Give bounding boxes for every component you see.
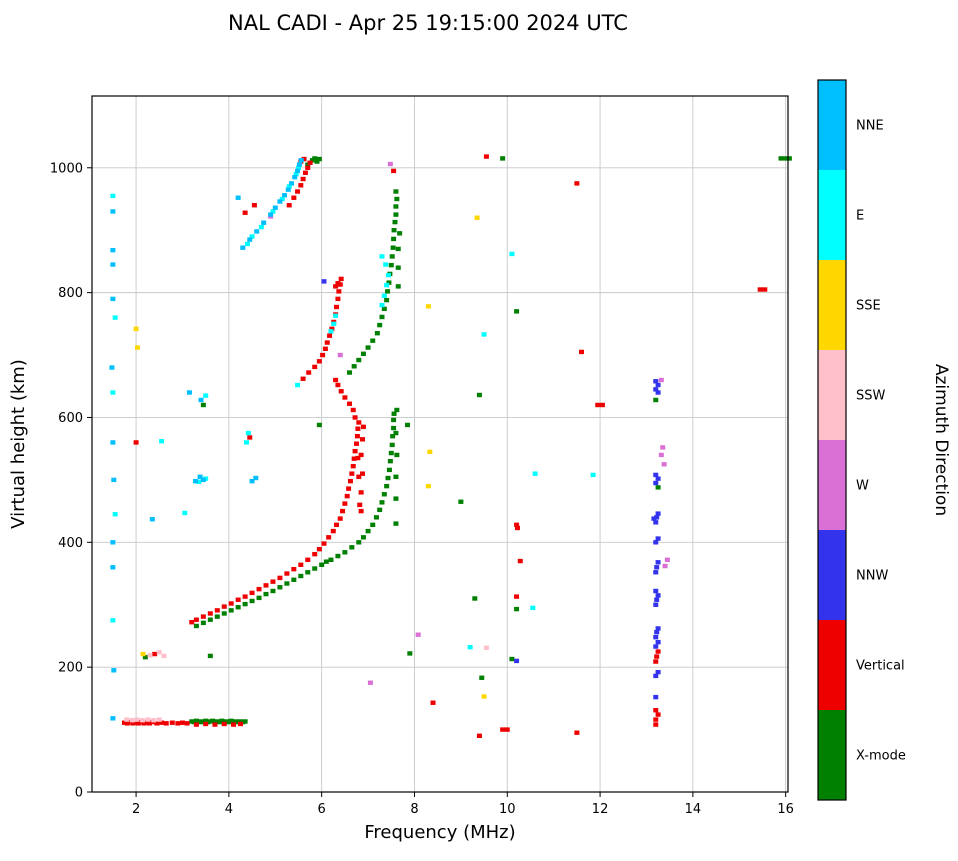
y-tick-label: 1000 (50, 161, 83, 176)
y-axis-label: Virtual height (km) (8, 359, 29, 529)
series-sse (133, 215, 487, 699)
colorbar-axis-label: Azimuth Direction (931, 364, 951, 516)
colorbar-tick-label-nne: NNE (856, 119, 884, 134)
y-tick-label: 0 (75, 786, 83, 801)
colorbar-tick-label-vertical: Vertical (856, 659, 905, 674)
x-tick-label: 8 (410, 802, 418, 817)
x-tick-label: 16 (777, 802, 794, 817)
colorbar-segment-x-mode (818, 710, 846, 800)
plot-border (91, 95, 789, 793)
axis-ticks: 2 4 6 8 10 12 14 16 0 200 400 600 800 1000 (50, 161, 794, 817)
x-tick-label: 14 (685, 802, 702, 817)
y-tick-label: 600 (58, 411, 83, 426)
colorbar-segment-vertical (818, 620, 846, 710)
colorbar-tick-label-sse: SSE (856, 299, 881, 314)
colorbar: X-mode Vertical NNW W SSW SSE E NNE (817, 79, 906, 801)
x-axis-label: Frequency (MHz) (364, 822, 515, 843)
series-nne (109, 158, 304, 721)
colorbar-tick-label-e: E (856, 209, 864, 224)
colorbar-border (817, 79, 847, 801)
x-tick-label: 2 (132, 802, 140, 817)
x-tick-label: 10 (499, 802, 516, 817)
colorbar-tick-label-x-mode: X-mode (856, 749, 906, 764)
x-tick-label: 6 (318, 802, 326, 817)
series-nnw (321, 279, 661, 700)
colorbar-tick-label-nnw: NNW (856, 569, 888, 584)
colorbar-segment-e (818, 170, 846, 260)
scatter-points (109, 154, 792, 739)
colorbar-segment-nnw (818, 530, 846, 620)
colorbar-segment-w (818, 440, 846, 530)
x-tick-label: 4 (225, 802, 233, 817)
chart-title: NAL CADI - Apr 25 19:15:00 2024 UTC (228, 11, 628, 35)
y-tick-label: 200 (58, 661, 83, 676)
series-vertical (121, 154, 768, 739)
colorbar-segment-nne (818, 80, 846, 170)
series-ssw (124, 645, 489, 723)
colorbar-tick-label-ssw: SSW (856, 389, 886, 404)
y-tick-label: 800 (58, 286, 83, 301)
x-tick-label: 12 (592, 802, 609, 817)
grid-lines (92, 96, 788, 793)
y-tick-label: 400 (58, 536, 83, 551)
colorbar-segment-ssw (818, 350, 846, 440)
series-x-mode (142, 156, 792, 725)
colorbar-segment-sse (818, 260, 846, 350)
colorbar-tick-label-w: W (856, 479, 869, 494)
